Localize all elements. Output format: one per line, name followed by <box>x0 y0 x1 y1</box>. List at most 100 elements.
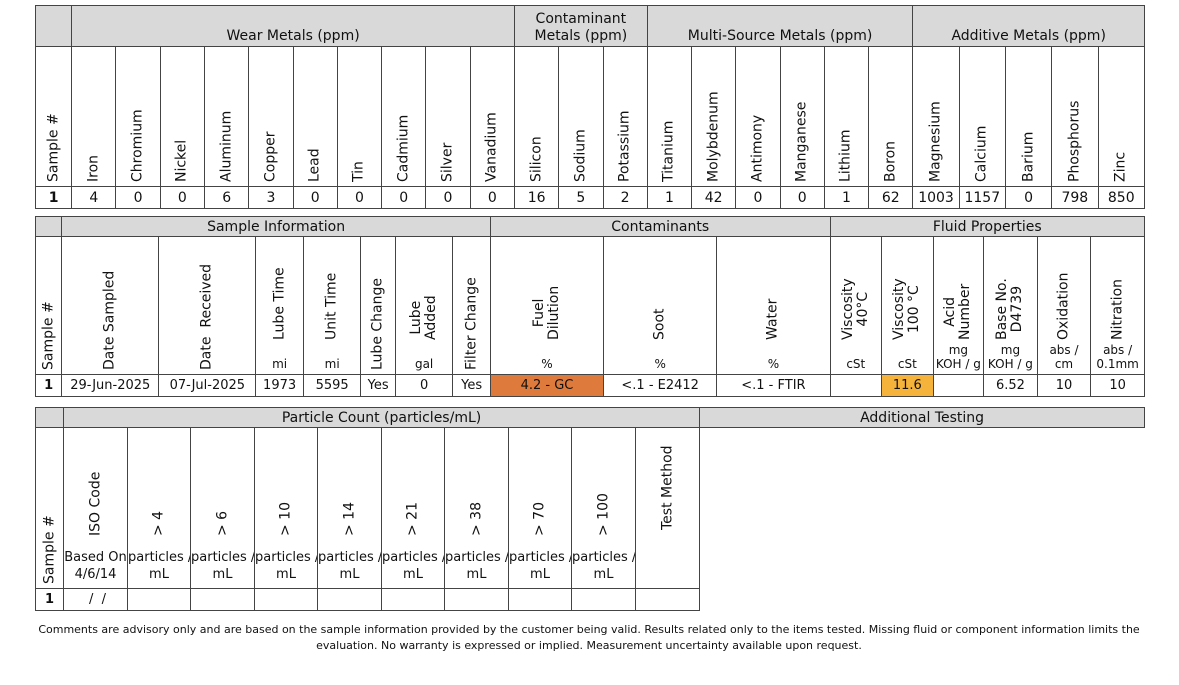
info-value-filter-change: Yes <box>452 374 491 397</box>
particle-col-label: > 70 <box>531 502 548 536</box>
particle-col-label: > 100 <box>595 493 611 536</box>
particle-value-iso-code: / / <box>63 588 128 611</box>
metals-col-aluminum: Aluminum <box>204 46 250 187</box>
metals-col-label: Antimony <box>749 114 766 182</box>
sample-number: 1 <box>34 374 63 397</box>
info-col-lube-change: Lube Change <box>360 236 396 375</box>
metals-col-label: Silver <box>439 142 456 182</box>
particle-col-iso-code: ISO Code Based On 4/6/14 <box>63 427 128 589</box>
info-col-base-no-d4739: Base No. D4739 mg KOH / g <box>983 236 1038 375</box>
metals-col-tin: Tin <box>336 46 383 187</box>
metals-col-lithium: Lithium <box>823 46 870 187</box>
info-col-soot: Soot% <box>603 236 718 375</box>
particle-value-6 <box>190 588 255 611</box>
info-col-unit: mg KOH / g <box>935 343 981 371</box>
info-col-label: Fuel Dilution <box>530 285 562 340</box>
metals-col-zinc: Zinc <box>1097 46 1145 187</box>
metals-col-lead: Lead <box>292 46 338 187</box>
metals-value-magnesium: 1003 <box>912 186 960 209</box>
metals-col-label: Sodium <box>572 129 589 182</box>
info-col-unit: mg KOH / g <box>987 343 1033 371</box>
disclaimer: Comments are advisory only and are based… <box>30 622 1148 654</box>
info-col-unit: cSt <box>897 357 917 371</box>
metals-col-titanium: Titanium <box>646 46 693 187</box>
info-col-label: Lube Added <box>408 295 440 340</box>
info-value-viscosity-40-c <box>829 374 883 397</box>
metals-col-potassium: Potassium <box>602 46 648 187</box>
info-col-label: Viscosity 100 °C <box>891 278 923 340</box>
particle-col-unit: particles / mL <box>255 550 317 582</box>
info-col-acid-number: Acid Number mg KOH / g <box>932 236 985 375</box>
info-col-label: Filter Change <box>463 277 480 370</box>
particle-col-unit: particles / mL <box>318 550 381 582</box>
metals-value-phosphorus: 798 <box>1051 186 1099 209</box>
metals-col-label: Lead <box>306 148 323 182</box>
particle-col-label: > 6 <box>214 510 230 536</box>
info-value-viscosity-100-c: 11.6 <box>881 374 934 397</box>
particle-col-label: > 14 <box>341 502 357 536</box>
particle-value-21 <box>381 588 445 611</box>
info-value-soot: <.1 - E2412 <box>603 374 718 397</box>
particle-col-unit: particles / mL <box>572 550 635 582</box>
particle-col-14: > 14 particles / mL <box>317 427 382 589</box>
metals-value-antimony: 0 <box>735 186 781 209</box>
metals-col-label: Barium <box>1020 131 1037 182</box>
sample-information-header: Sample Information <box>61 216 491 237</box>
particle-col-label: Sample # <box>41 515 57 584</box>
info-sample-group <box>34 216 63 237</box>
info-col-fuel-dilution: Fuel Dilution% <box>489 236 605 375</box>
particle-col-100: > 100 particles / mL <box>571 427 636 589</box>
metals-value-nickel: 0 <box>159 186 206 209</box>
fluid-properties-header: Fluid Properties <box>829 216 1146 237</box>
metals-value-boron: 62 <box>868 186 914 209</box>
info-value-oxidation: 10 <box>1036 374 1092 397</box>
metals-col-label: Phosphorus <box>1066 100 1083 182</box>
metals-col-label: Boron <box>882 140 899 182</box>
metals-col-label: Vanadium <box>483 112 500 182</box>
info-col-viscosity-100-c: Viscosity 100 °C cSt <box>881 236 934 375</box>
info-value-base-no-d4739: 6.52 <box>983 374 1038 397</box>
info-value-lube-time: 1973 <box>255 374 304 397</box>
metals-col-label: Cadmium <box>395 114 412 182</box>
info-col-oxidation: Oxidation abs / cm <box>1036 236 1092 375</box>
info-value-water: <.1 - FTIR <box>716 374 831 397</box>
info-col-unit: mi <box>272 357 288 371</box>
metals-col-sodium: Sodium <box>558 46 604 187</box>
metals-col-phosphorus: Phosphorus <box>1051 46 1099 187</box>
additive-metals-header: Additive Metals (ppm) <box>912 5 1145 47</box>
particle-col-label: > 10 <box>277 502 294 536</box>
metals-col-iron: Iron <box>71 46 117 187</box>
info-col-unit: % <box>654 357 666 371</box>
metals-col-label: Tin <box>350 161 367 182</box>
particle-count-table: Particle Count (particles/mL) Additional… <box>35 407 1146 611</box>
info-col-sample: Sample # <box>34 236 63 375</box>
metals-col-label: Potassium <box>616 110 633 182</box>
particle-col-unit: particles / mL <box>382 550 444 582</box>
particle-col-10: > 10 particles / mL <box>254 427 318 589</box>
metals-col-label: Copper <box>262 131 279 182</box>
info-value-fuel-dilution: 4.2 - GC <box>489 374 605 397</box>
particle-count-header: Particle Count (particles/mL) <box>62 407 701 428</box>
info-col-label: Sample # <box>40 301 57 370</box>
info-value-acid-number <box>932 374 985 397</box>
particle-sample-group <box>35 407 64 428</box>
info-col-date-sampled: Date Sampled <box>61 236 160 375</box>
metals-col-vanadium: Vanadium <box>469 46 515 187</box>
info-col-label: Date Received <box>198 263 215 370</box>
info-col-label: Acid Number <box>942 283 974 340</box>
particle-col-label: > 4 <box>150 510 167 536</box>
metals-col-label: Sample # <box>45 113 62 182</box>
metals-value-calcium: 1157 <box>958 186 1006 209</box>
particle-value-test-method <box>634 588 701 611</box>
info-col-label: Viscosity 40°C <box>839 278 871 340</box>
particle-col-label: ISO Code <box>87 471 103 536</box>
info-col-lube-time: Lube Time mi <box>255 236 304 375</box>
particle-col-unit: particles / mL <box>191 550 254 582</box>
metals-table: Wear Metals (ppm) Contaminant Metals (pp… <box>34 5 1145 209</box>
metals-col-silicon: Silicon <box>513 46 560 187</box>
additional-testing-area <box>699 427 1145 611</box>
sample-info-table: Sample Information Contaminants Fluid Pr… <box>34 216 1146 397</box>
wear-metals-header: Wear Metals (ppm) <box>71 5 515 47</box>
metals-col-antimony: Antimony <box>735 46 781 187</box>
info-col-label: Soot <box>651 308 668 340</box>
